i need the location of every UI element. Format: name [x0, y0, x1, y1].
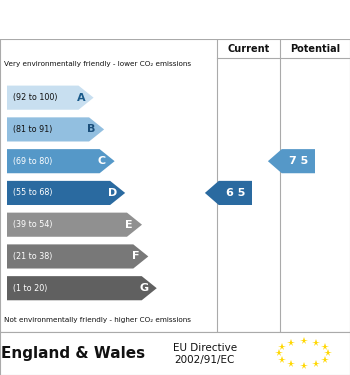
Text: (39 to 54): (39 to 54) [13, 220, 53, 229]
Text: EU Directive: EU Directive [173, 343, 237, 353]
Polygon shape [7, 213, 142, 237]
Text: E: E [125, 220, 133, 230]
Text: (55 to 68): (55 to 68) [13, 188, 53, 197]
Text: (92 to 100): (92 to 100) [13, 93, 58, 102]
Polygon shape [7, 181, 125, 205]
Text: Potential: Potential [290, 44, 340, 54]
Text: G: G [139, 283, 148, 293]
Text: England & Wales: England & Wales [1, 346, 146, 361]
Polygon shape [7, 117, 104, 141]
Text: 6 5: 6 5 [226, 188, 245, 198]
Polygon shape [7, 244, 148, 268]
Text: Not environmentally friendly - higher CO₂ emissions: Not environmentally friendly - higher CO… [4, 317, 191, 323]
Text: Current: Current [228, 44, 270, 54]
Text: Very environmentally friendly - lower CO₂ emissions: Very environmentally friendly - lower CO… [4, 61, 191, 68]
Text: (21 to 38): (21 to 38) [13, 252, 52, 261]
Text: F: F [132, 252, 139, 261]
Text: (1 to 20): (1 to 20) [13, 284, 48, 293]
Text: D: D [108, 188, 117, 198]
Text: Environmental Impact Rating: Environmental Impact Rating [32, 11, 318, 29]
Text: 7 5: 7 5 [289, 156, 308, 166]
Polygon shape [7, 276, 157, 300]
Text: A: A [77, 93, 85, 103]
Polygon shape [268, 149, 315, 173]
Text: (81 to 91): (81 to 91) [13, 125, 52, 134]
Text: (69 to 80): (69 to 80) [13, 157, 52, 166]
Text: C: C [98, 156, 106, 166]
Text: 2002/91/EC: 2002/91/EC [175, 356, 235, 365]
Text: B: B [87, 124, 96, 134]
Polygon shape [205, 181, 252, 205]
Polygon shape [7, 149, 115, 173]
Polygon shape [7, 86, 93, 110]
